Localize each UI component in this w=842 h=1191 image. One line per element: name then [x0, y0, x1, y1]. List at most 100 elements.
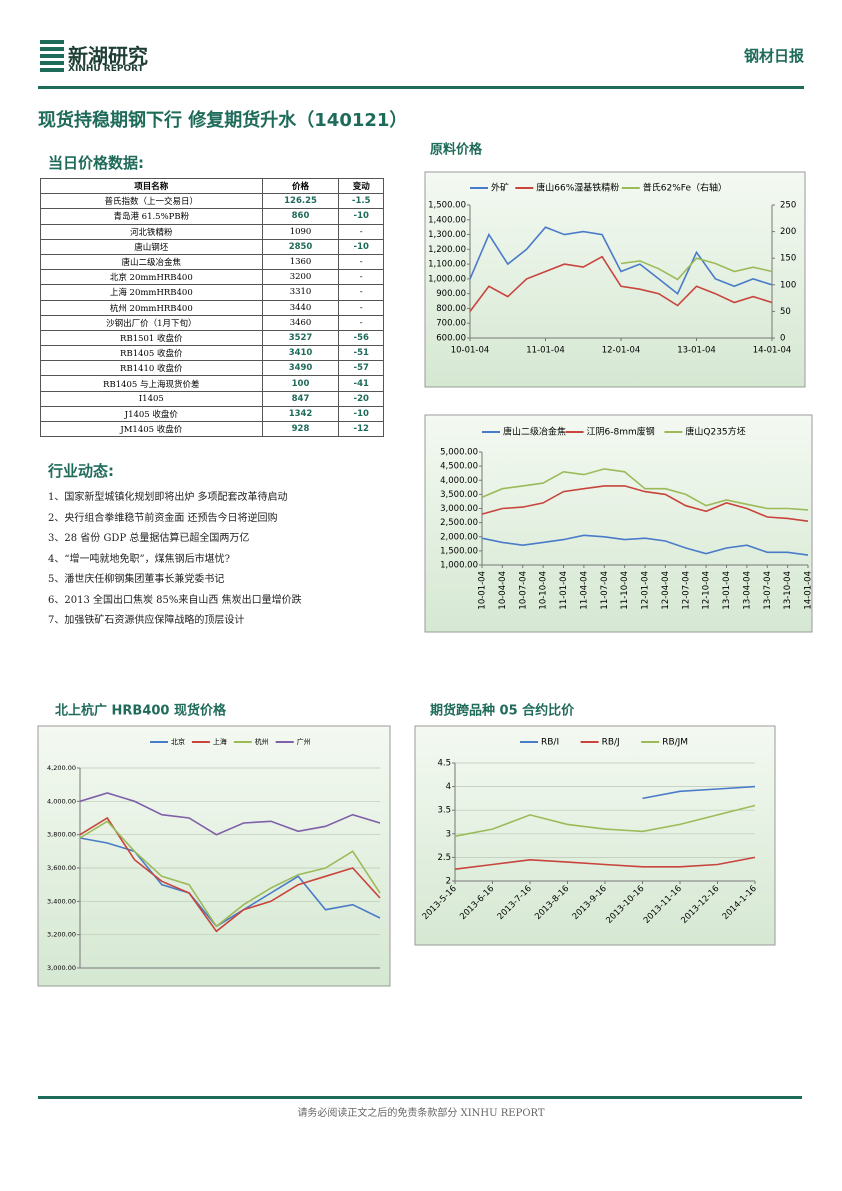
- table-row: 唐山二级冶金焦 1360-: [40, 253, 384, 271]
- y-tick-label: 4.5: [437, 759, 451, 769]
- y2-tick-label: 100: [780, 280, 796, 290]
- x-tick-label: 13-04-04: [742, 571, 752, 610]
- y2-tick-label: 200: [780, 227, 796, 237]
- news-item: 3、28 省份 GDP 总量据估算已超全国两万亿: [48, 533, 250, 544]
- y-tick-label: 3.5: [437, 806, 451, 816]
- y-tick-label: 1,400.00: [428, 215, 466, 225]
- y-tick-label: 2,000.00: [440, 532, 478, 542]
- y-tick-label: 4: [446, 782, 451, 792]
- x-tick-label: 12-10-04: [702, 571, 712, 610]
- series-line: [481, 534, 809, 556]
- y-tick-label: 1,200.00: [428, 245, 466, 255]
- y2-tick-label: 50: [780, 307, 791, 317]
- legend-label: 广州: [297, 737, 311, 746]
- y-tick-label: 800.00: [436, 304, 466, 314]
- y-tick-label: 4,000.00: [47, 797, 76, 805]
- legend-label: 杭州: [255, 737, 269, 746]
- y-tick-label: 3,600.00: [47, 864, 76, 872]
- y-tick-label: 3,800.00: [47, 831, 76, 839]
- legend-label: 唐山二级冶金焦: [503, 426, 566, 438]
- x-tick-label: 10-07-04: [518, 571, 528, 610]
- table-cell: -41: [338, 375, 384, 392]
- series-line: [454, 804, 756, 837]
- series-line: [79, 820, 381, 928]
- x-tick-label: 12-04-04: [661, 571, 671, 610]
- table-cell: JM1405 收盘价: [40, 420, 263, 438]
- chart-frame: [424, 414, 813, 633]
- y2-tick-label: 150: [780, 254, 796, 264]
- legend-label: RB/J: [602, 738, 620, 748]
- table-cell: -12: [338, 420, 384, 438]
- y-tick-label: 4,200.00: [47, 764, 76, 772]
- report-type: 钢材日报: [743, 47, 804, 65]
- legend-label: 北京: [171, 737, 185, 746]
- section-heading: 行业动态:: [48, 462, 114, 480]
- x-tick-label: 10-10-04: [539, 571, 549, 610]
- y-tick-label: 600.00: [436, 334, 466, 344]
- series-line: [469, 226, 773, 295]
- price-table: 项目名称 价格 变动 普氏指数（上一交易日） 126.25 -1.5 青岛港 61.5%PB…: [40, 177, 384, 438]
- chart-frame: [424, 171, 806, 388]
- y-tick-label: 5,000.00: [440, 448, 478, 458]
- series-line: [481, 485, 809, 522]
- chart-title: 期货跨品种 05 合约比价: [430, 703, 575, 719]
- y-tick-label: 2: [446, 877, 451, 887]
- series-line: [620, 257, 773, 281]
- table-row: 沙钢出厂价（1月下旬） 3460-: [40, 314, 384, 331]
- y2-tick-label: 250: [780, 201, 796, 211]
- series-line: [469, 255, 773, 312]
- logo-text: 新湖研究: [68, 44, 148, 68]
- x-tick-label: 12-01-04: [602, 346, 641, 356]
- table-row: 普氏指数（上一交易日） 126.25 -1.5: [40, 193, 384, 210]
- x-tick-label: 11-01-04: [526, 346, 565, 356]
- y-tick-label: 1,000.00: [440, 561, 478, 571]
- news-item: 4、“增一吨就地免职”，煤焦钢后市堪忧?: [48, 553, 230, 565]
- legend-label: 外矿: [491, 182, 509, 194]
- table-row: 杭州 20mmHRB400 3440-: [40, 299, 384, 316]
- logo-sub: XINHU REPORT: [68, 64, 144, 74]
- y-tick-label: 3,000.00: [47, 964, 76, 972]
- legend-label: 唐山66%湿基铁精粉: [536, 182, 619, 194]
- table-cell: -1.5: [338, 193, 384, 210]
- y-tick-label: 2,500.00: [440, 518, 478, 528]
- y-tick-label: 4,000.00: [440, 476, 478, 486]
- x-tick-label: 12-07-04: [681, 571, 691, 610]
- y2-tick-label: 0: [780, 334, 785, 344]
- legend-label: RB/JM: [662, 738, 688, 748]
- table-row: 唐山钢坯 2850 -10: [40, 238, 384, 255]
- chart-frame: [37, 725, 391, 987]
- chart-title: 原料价格: [430, 142, 483, 158]
- y-tick-label: 1,500.00: [440, 546, 478, 556]
- legend-label: RB/I: [541, 738, 559, 748]
- series-line: [79, 837, 381, 928]
- x-tick-label: 11-10-04: [620, 571, 630, 610]
- x-tick-label: 11-04-04: [579, 571, 589, 610]
- y-tick-label: 1,000.00: [428, 274, 466, 284]
- x-tick-label: 14-01-04: [804, 571, 814, 610]
- y-tick-label: 900.00: [436, 289, 466, 299]
- table-cell: 928: [261, 420, 340, 438]
- y-tick-label: 3,500.00: [440, 490, 478, 500]
- footer: 请务必阅读正文之后的免责条款部分 XINHU REPORT: [297, 1108, 545, 1119]
- table-row: 上海 20mmHRB400 3310-: [40, 284, 384, 301]
- x-tick-label: 13-01-04: [722, 571, 732, 610]
- section-heading: 当日价格数据:: [48, 154, 144, 172]
- x-tick-label: 10-01-04: [451, 346, 490, 356]
- chart-frame: [414, 725, 776, 946]
- page-title: 现货持稳期钢下行 修复期货升水（140121）: [38, 110, 408, 131]
- table-row: JM1405 收盘价 928 -12: [40, 420, 384, 438]
- y-tick-label: 1,100.00: [428, 260, 466, 270]
- news-item: 2、央行组合拳维稳节前资金面 还预告今日将逆回购: [48, 512, 278, 524]
- x-tick-label: 10-01-04: [478, 571, 488, 610]
- y-tick-label: 2.5: [437, 853, 451, 863]
- y-tick-label: 3,000.00: [440, 504, 478, 514]
- logo-icon: [40, 40, 64, 74]
- x-tick-label: 12-01-04: [641, 571, 651, 610]
- y-tick-label: 3,200.00: [47, 931, 76, 939]
- y-tick-label: 3: [446, 829, 451, 839]
- table-row: 河北铁精粉 1090-: [40, 223, 384, 240]
- news-item: 7、加强铁矿石资源供应保障战略的顶层设计: [48, 615, 245, 626]
- x-tick-label: 13-10-04: [783, 571, 793, 610]
